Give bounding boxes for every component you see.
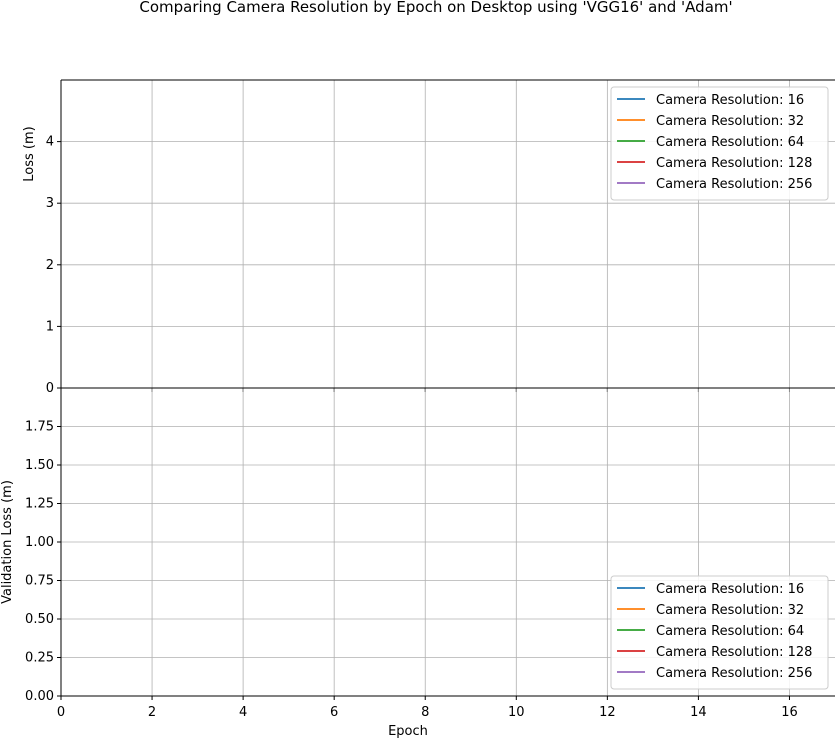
- y-tick-label: 1.00: [25, 535, 54, 550]
- y-tick-label: 2: [46, 258, 54, 273]
- legend: Camera Resolution: 16 Camera Resolution: …: [610, 575, 829, 690]
- legend-label: Camera Resolution: 64: [656, 624, 804, 639]
- y-tick-label: 0.00: [25, 689, 54, 704]
- legend-label: Camera Resolution: 32: [656, 114, 804, 129]
- x-tick-label: 4: [239, 705, 247, 720]
- x-tick-label: 0: [57, 705, 65, 720]
- x-tick-label: 8: [421, 705, 429, 720]
- legend-label: Camera Resolution: 256: [656, 666, 812, 681]
- legend-label: Camera Resolution: 16: [656, 582, 804, 597]
- y-tick-label: 0: [46, 381, 54, 396]
- y-tick-label: 1.50: [25, 458, 54, 473]
- chart-title: Comparing Camera Resolution by Epoch on …: [139, 0, 732, 16]
- x-tick-label: 10: [508, 705, 525, 720]
- x-tick-label: 16: [781, 705, 798, 720]
- x-tick-label: 14: [690, 705, 707, 720]
- legend-label: Camera Resolution: 256: [656, 177, 812, 192]
- y-tick-label: 3: [46, 196, 54, 211]
- y-axis-label: Validation Loss (m): [0, 480, 15, 604]
- y-tick-label: 4: [46, 135, 54, 150]
- x-axis-label: Epoch: [388, 724, 428, 739]
- legend: Camera Resolution: 16 Camera Resolution: …: [610, 86, 829, 201]
- x-tick-label: 12: [599, 705, 616, 720]
- y-tick-label: 1.25: [25, 497, 54, 512]
- x-tick-label: 2: [148, 705, 156, 720]
- legend-label: Camera Resolution: 64: [656, 135, 804, 150]
- y-tick-label: 0.25: [25, 651, 54, 666]
- legend-label: Camera Resolution: 32: [656, 603, 804, 618]
- y-axis-label: Loss (m): [22, 126, 37, 181]
- y-tick-label: 0.75: [25, 574, 54, 589]
- y-tick-label: 1: [46, 319, 54, 334]
- y-tick-label: 1.75: [25, 420, 54, 435]
- x-tick-label: 6: [330, 705, 338, 720]
- legend-box: [610, 575, 829, 690]
- legend-box: [610, 86, 829, 201]
- legend-label: Camera Resolution: 128: [656, 156, 812, 171]
- legend-label: Camera Resolution: 16: [656, 93, 804, 108]
- y-tick-label: 0.50: [25, 612, 54, 627]
- validation-loss-panel: 0.00 0.25 0.50 0.75 1.00 1.25 1.50 1.75 0 2 4 6 8 10 1…: [0, 387, 835, 739]
- legend-label: Camera Resolution: 128: [656, 645, 812, 660]
